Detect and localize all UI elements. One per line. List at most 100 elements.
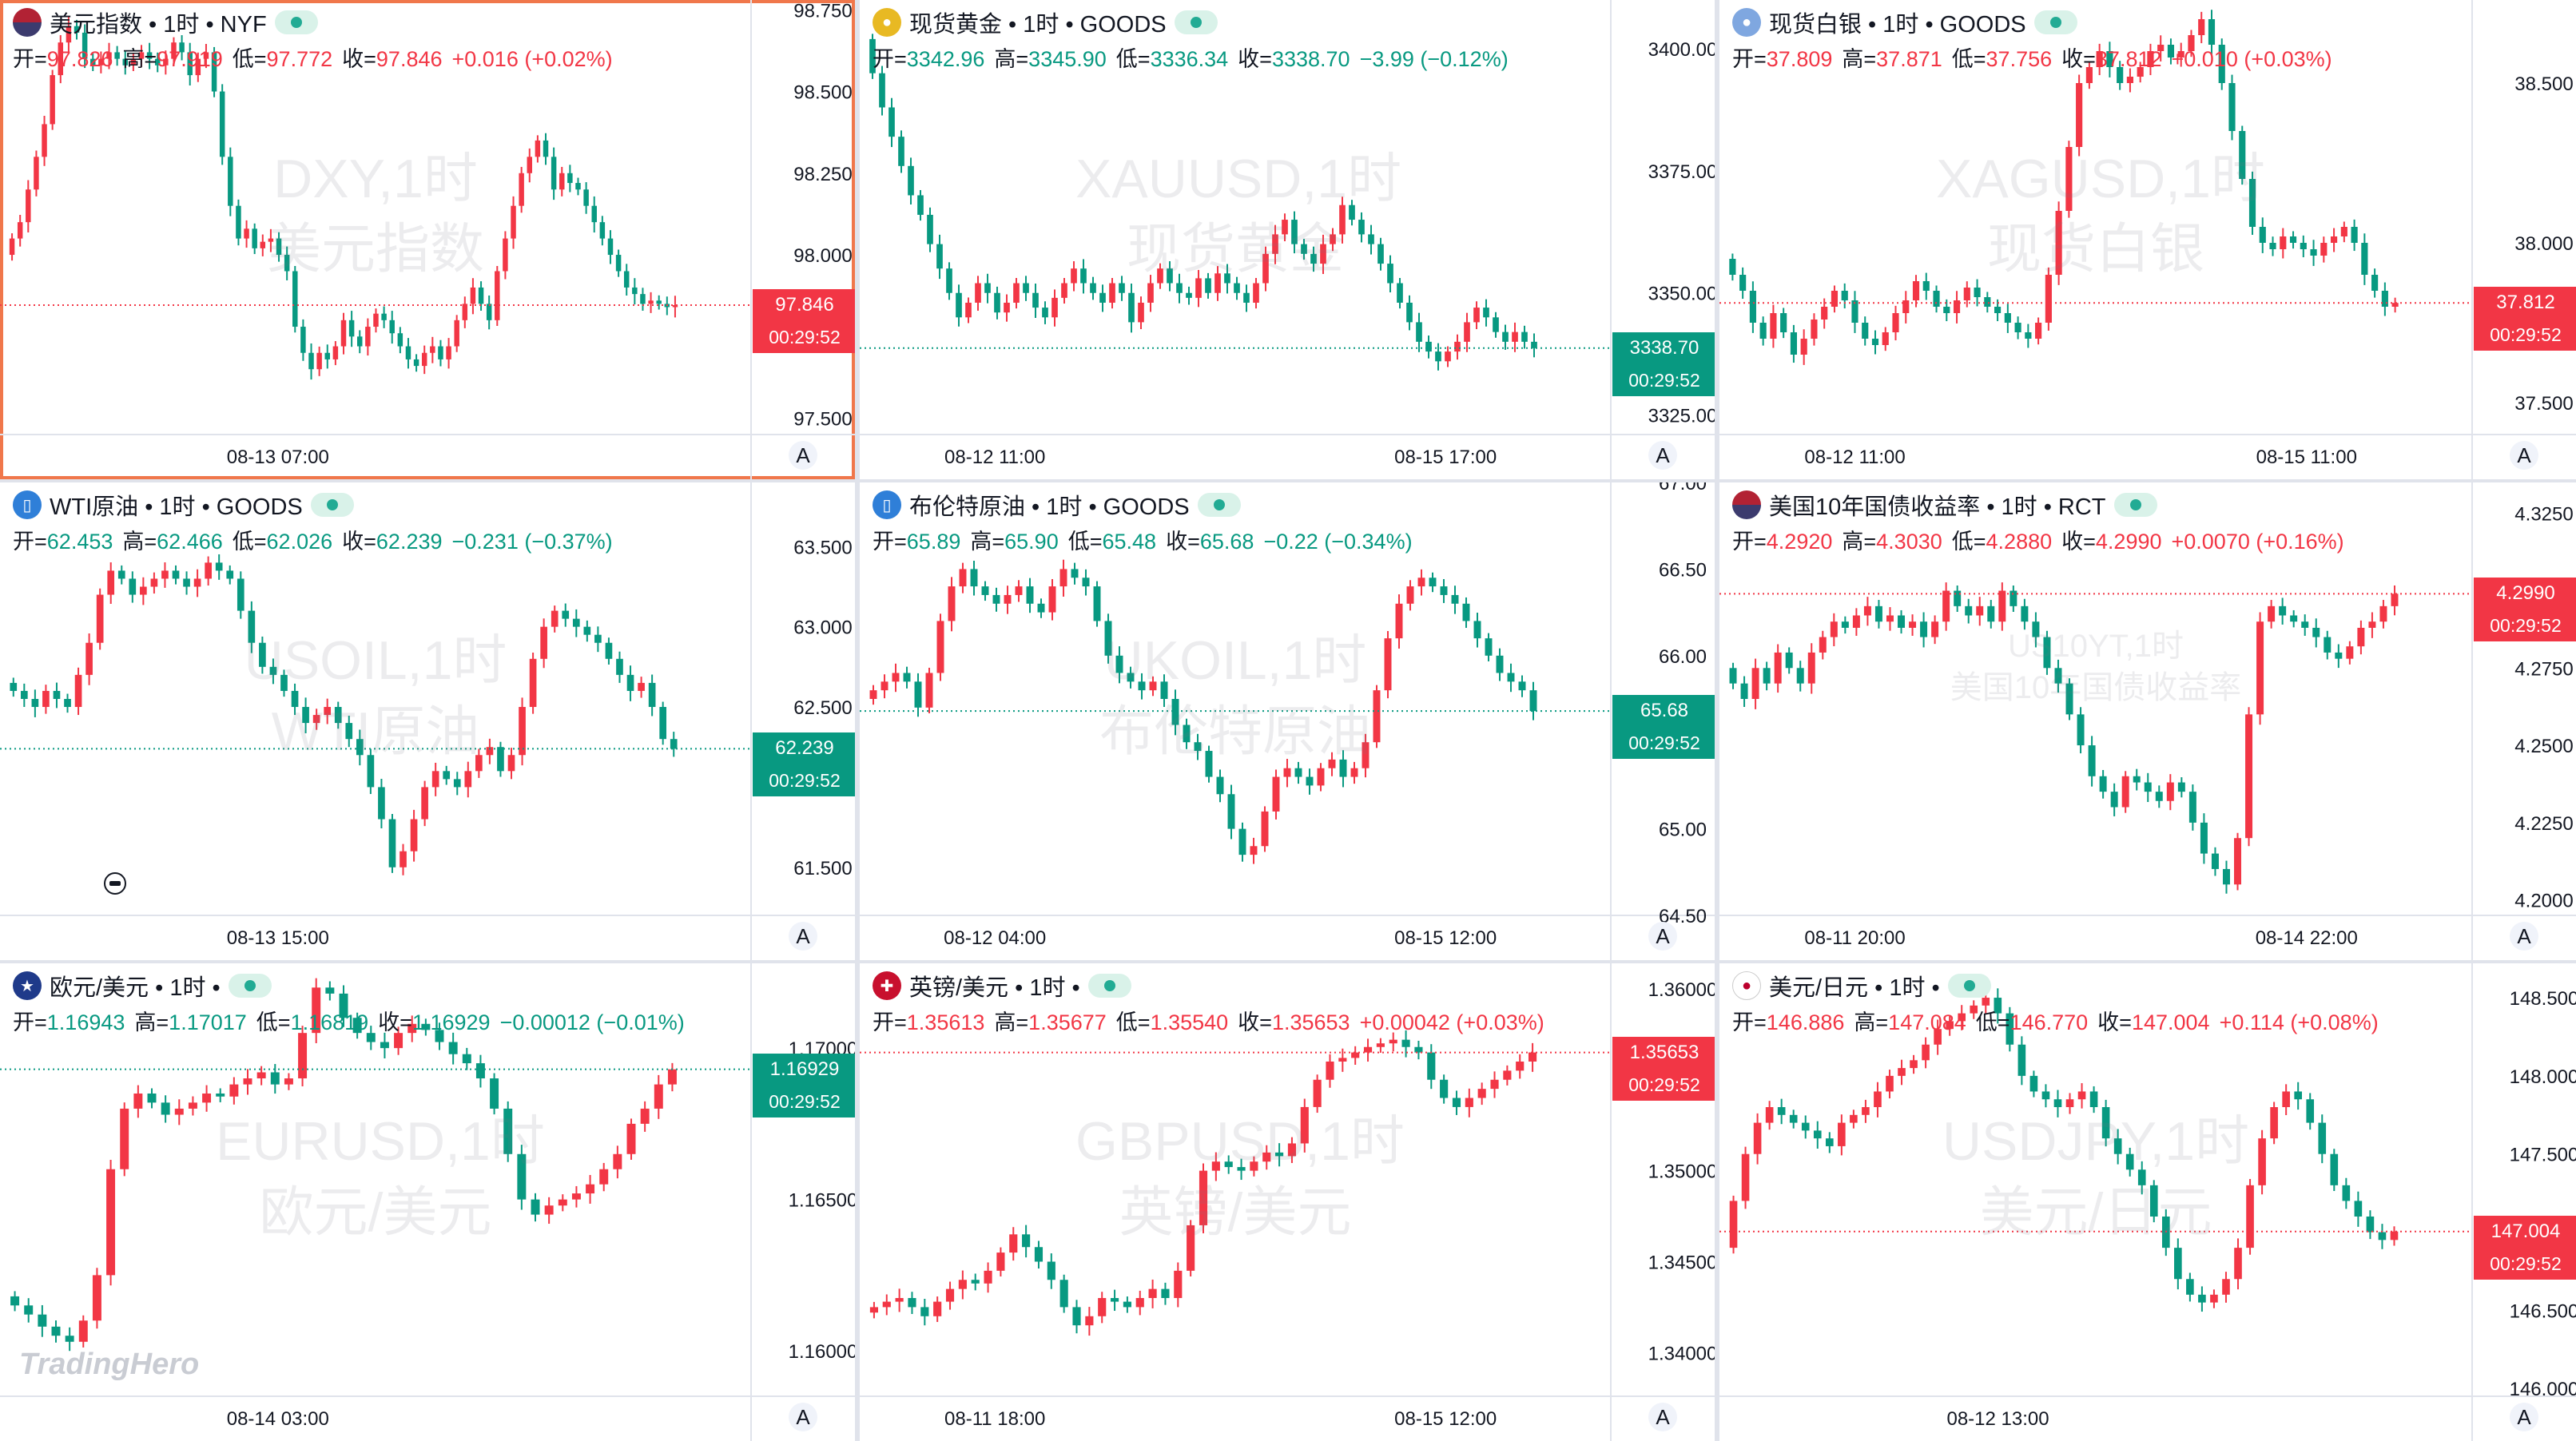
market-open-indicator[interactable] [1947,974,1991,998]
candle-body [2290,615,2298,622]
auto-scale-button[interactable]: A [2510,922,2538,951]
y-tick-label: 1.35000 [1648,1161,1715,1183]
last-price-tag: 97.846 00:29:52 [753,289,855,354]
candle-body [2245,714,2253,839]
candle-body [1093,586,1101,621]
chart-svg[interactable]: 38.500 38.000 37.500 08-12 11:00 08-15 11:00 [1719,0,2576,479]
market-open-indicator[interactable] [2033,10,2077,34]
ohlc-c-value: 1.35653 [1271,1010,1350,1034]
candle-body [1306,776,1314,786]
chart-legend: 美元指数 • 1时 • NYF 开=97.826 高=97.919 低=97.772 收… [13,8,613,73]
candle-body [1898,1068,1906,1076]
auto-scale-button[interactable]: A [2510,441,2538,470]
auto-scale-button[interactable]: A [1648,1403,1677,1431]
x-tick-label: 08-13 07:00 [227,447,329,468]
candle-body [1462,603,1470,621]
x-tick-label: 08-12 13:00 [1946,1408,2049,1430]
chart-svg[interactable]: 4.3250 4.2750 4.2500 4.2250 4.2000 08-11 20:0… [1719,482,2576,960]
candle-body [1160,681,1168,699]
ohlc-o-label: 开= [13,47,47,71]
auto-scale-button[interactable]: A [1648,922,1677,951]
candle-body [908,1298,916,1308]
candle-body [106,52,112,59]
chart-svg[interactable]: 3400.00 3375.00 3350.00 3325.00 08-12 11:00 0… [860,0,1715,479]
chart-svg[interactable]: 148.500148.000147.500147.000146.500146.0… [1719,963,2576,1441]
candle-body [2234,838,2242,885]
market-open-indicator[interactable] [228,974,272,998]
candle-body [2218,45,2225,83]
candle-body [248,610,256,643]
y-tick-label: 4.2250 [2514,813,2573,835]
chart-svg[interactable]: 98.750 98.500 98.250 98.000 97.500 08-13 07:0… [0,0,855,479]
chart-svg[interactable]: 63.500 63.000 62.500 61.500 08-13 15:00 [0,482,855,960]
chart-pane-3[interactable]: 38.500 38.000 37.500 08-12 11:00 08-15 11:00… [1719,0,2576,479]
chart-pane-4[interactable]: 63.500 63.000 62.500 61.500 08-13 15:00 62.23… [0,482,855,960]
chart-pane-6[interactable]: 4.3250 4.2750 4.2500 4.2250 4.2000 08-11 20:0… [1719,482,2576,960]
chart-pane-9[interactable]: 148.500148.000147.500147.000146.500146.0… [1719,963,2576,1441]
market-open-indicator[interactable] [1087,974,1131,998]
ohlc-h-label: 高= [1842,530,1877,554]
ohlc-l-label: 低= [1115,1010,1151,1034]
candle-body [558,1199,567,1206]
chart-pane-1[interactable]: 98.750 98.500 98.250 98.000 97.500 08-13 07:0… [0,0,855,479]
auto-scale-button[interactable]: A [1648,441,1677,470]
chart-pane-2[interactable]: 3400.00 3375.00 3350.00 3325.00 08-12 11:00 0… [860,0,1715,479]
candle-body [187,52,193,76]
candle-body [2246,1185,2254,1248]
countdown-timer: 00:29:52 [2490,615,2562,637]
market-open-indicator[interactable] [1197,493,1241,517]
countdown-timer: 00:29:52 [1628,732,1700,754]
candle-body [195,58,201,76]
auto-scale-button[interactable]: A [789,441,817,470]
candle-body [1874,1091,1882,1108]
ohlc-values: 开=97.826 高=97.919 低=97.772 收=97.846 +0.016 (… [13,42,613,73]
status-dot-icon [290,17,302,28]
candle-body [211,52,217,92]
candle-body [1205,751,1213,777]
ohlc-h-label: 高= [994,1010,1029,1034]
candle-body [535,140,541,157]
candle-body [1850,1114,1858,1123]
candle-body [2335,652,2343,659]
auto-scale-button[interactable]: A [789,922,817,951]
candle-body [2330,1153,2339,1185]
ohlc-o-label: 开= [873,47,907,71]
candle-body [1518,681,1526,691]
candle-body [1291,220,1298,244]
candle-body [2234,1248,2242,1280]
market-open-indicator[interactable] [274,10,318,34]
candle-body [1138,302,1144,323]
candle-body [2390,1231,2399,1241]
candle-body [302,707,309,724]
candle-body [1373,690,1381,743]
candle-body [1272,234,1278,254]
candle-body [672,305,678,308]
ohlc-l-value: 1.16819 [290,1010,369,1034]
market-open-indicator[interactable] [2113,493,2157,517]
auto-scale-button[interactable]: A [2510,1403,2538,1431]
auto-scale-button[interactable]: A [789,1403,817,1431]
candle-body [2222,1279,2230,1295]
candle-body [615,255,622,272]
chart-pane-8[interactable]: 1.360001.355001.350001.345001.3400008-11… [860,963,1715,1441]
candle-body [2310,249,2317,256]
market-open-indicator[interactable] [310,493,354,517]
y-tick-label: 147.500 [2510,1145,2576,1166]
candles-group [869,559,1537,864]
chart-pane-7[interactable]: 1.17000 1.16500 1.16000 08-14 03:00 1.16929 0… [0,963,855,1441]
candle-body [284,1078,293,1085]
candle-body [2239,131,2246,179]
market-open-indicator[interactable] [1174,10,1218,34]
candle-body [26,189,31,223]
symbol-title: 现货白银 • 1时 • GOODS [1769,12,2026,38]
candle-body [298,1033,308,1079]
candle-body [2065,683,2073,715]
candle-body [958,1280,967,1289]
candle-body [226,570,234,579]
ohlc-l-label: 低= [1067,530,1103,554]
event-marker[interactable] [104,872,126,895]
candle-body [1934,1029,1942,1045]
